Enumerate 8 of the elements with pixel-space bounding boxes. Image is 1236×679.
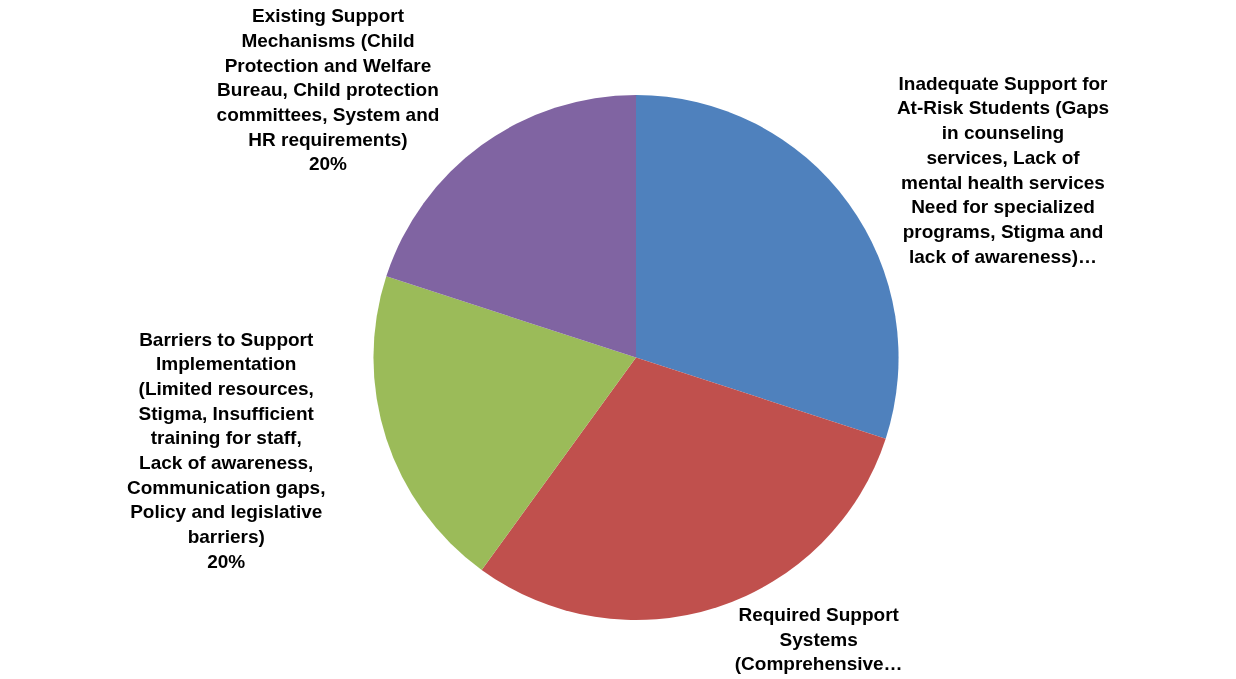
data-label: 20% xyxy=(207,550,246,572)
pie-slice xyxy=(373,276,636,570)
category-label: Barriers to Support Implementation (Limited resources, Stigma, Insufficient training for staff, Lack of awareness, Communication gaps, Policy and legislative barriers) xyxy=(127,328,326,548)
slice-label: Existing Support Mechanisms (Child Protection and Welfare Bureau, Child protection committees, System and HR requirements) xyxy=(216,5,440,150)
data-label: 20% xyxy=(308,153,348,175)
pie-slice xyxy=(636,94,899,439)
slice-label: Inadequate Support for At-Risk Students (Gaps in counseling services, Lack of mental health services Need for specialized programs, Stigma and lack of awareness)… xyxy=(896,72,1110,267)
slice-label: Required Support Systems (Comprehensive… xyxy=(734,603,903,675)
